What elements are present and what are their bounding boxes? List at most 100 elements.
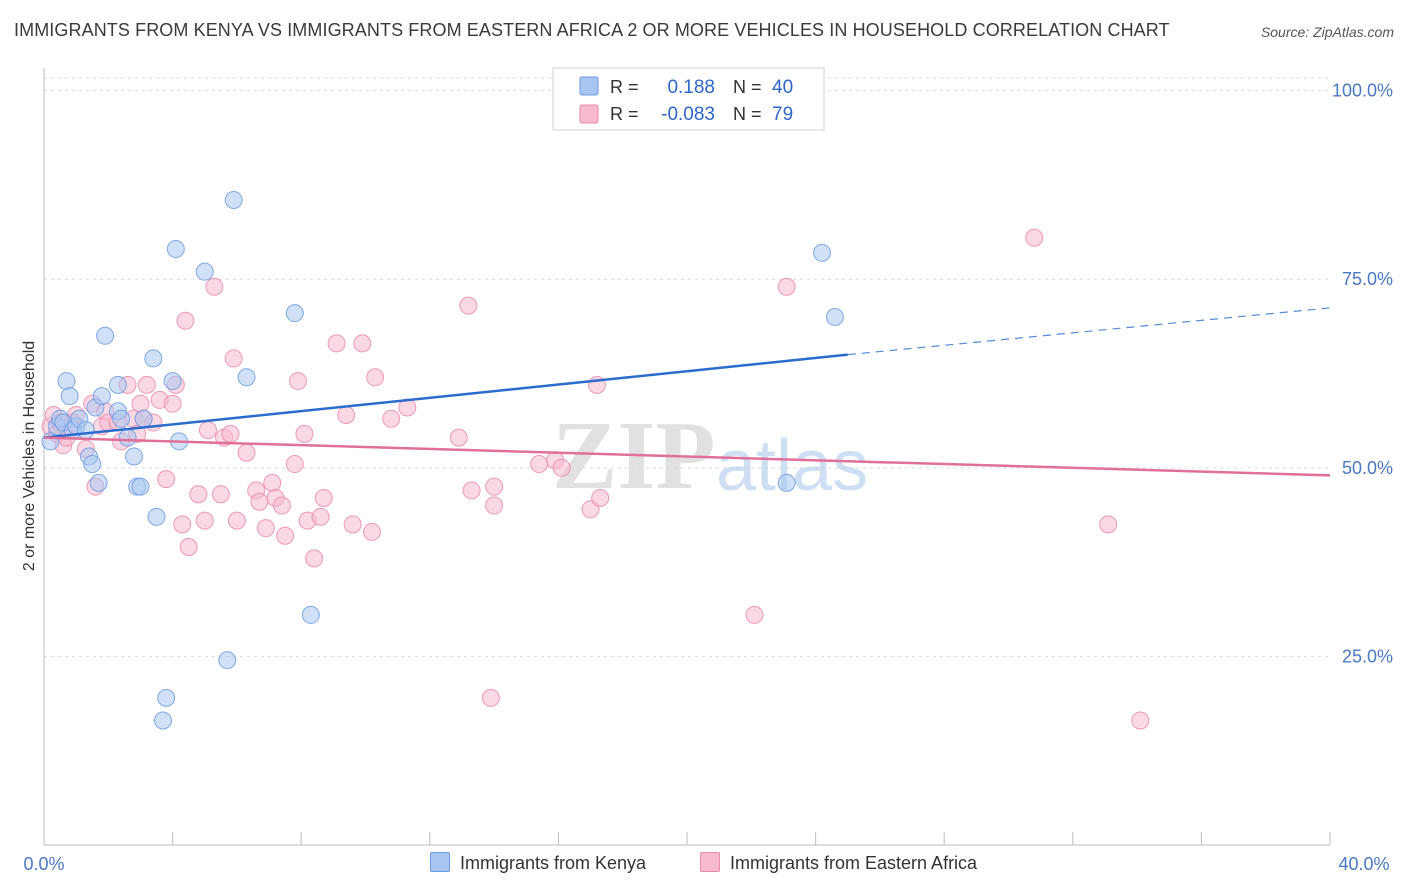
africa-point-67 <box>485 477 504 496</box>
kenya-point-34 <box>237 368 256 387</box>
africa-point-48 <box>288 372 307 391</box>
kenya-point-11 <box>83 455 102 474</box>
legend-swatch-africa <box>579 104 599 124</box>
africa-point-52 <box>311 507 330 526</box>
legend-n-label-africa: N = <box>733 104 762 124</box>
africa-point-24 <box>157 470 176 489</box>
africa-point-65 <box>481 688 500 707</box>
grid <box>44 77 1330 657</box>
kenya-point-35 <box>285 304 304 323</box>
x-tick-label-min: 0.0% <box>23 854 64 874</box>
africa-point-43 <box>263 473 282 492</box>
legend-r-label-africa: R = <box>610 104 639 124</box>
africa-point-19 <box>131 394 150 413</box>
africa-point-59 <box>366 368 385 387</box>
legend-n-label-kenya: N = <box>733 77 762 97</box>
africa-point-28 <box>176 311 195 330</box>
africa-point-21 <box>137 375 156 394</box>
y-tick-label-3: 100.0% <box>1332 81 1393 101</box>
africa-point-57 <box>353 334 372 353</box>
africa-point-58 <box>362 522 381 541</box>
bottom-legend-africa: Immigrants from Eastern Africa <box>700 852 977 874</box>
kenya-point-37 <box>777 473 796 492</box>
y-tick-label-0: 25.0% <box>1342 646 1393 666</box>
kenya-point-28 <box>163 372 182 391</box>
africa-point-78 <box>1131 711 1150 730</box>
africa-point-54 <box>327 334 346 353</box>
kenya-point-22 <box>131 477 150 496</box>
kenya-point-33 <box>224 191 243 210</box>
kenya-point-9 <box>76 421 95 440</box>
y-tick-label-1: 50.0% <box>1342 458 1393 478</box>
africa-point-45 <box>272 496 291 515</box>
x-ticks <box>172 832 1331 845</box>
kenya-point-24 <box>144 349 163 368</box>
africa-point-39 <box>237 443 256 462</box>
africa-point-68 <box>530 455 549 474</box>
africa-point-53 <box>314 488 333 507</box>
bottom-legend-swatch-kenya <box>430 852 450 872</box>
africa-point-33 <box>205 277 224 296</box>
kenya-point-23 <box>134 409 153 428</box>
africa-point-62 <box>449 428 468 447</box>
kenya-point-29 <box>166 240 185 259</box>
africa-point-66 <box>485 496 504 515</box>
legend-n-value-kenya: 40 <box>772 77 793 98</box>
africa-point-34 <box>211 485 230 504</box>
africa-point-76 <box>1025 228 1044 247</box>
kenya-point-15 <box>92 387 111 406</box>
trend-line-kenya <box>43 353 848 439</box>
africa-point-73 <box>591 488 610 507</box>
kenya-point-39 <box>825 307 844 326</box>
kenya-point-17 <box>108 375 127 394</box>
africa-point-56 <box>343 515 362 534</box>
kenya-point-5 <box>60 387 79 406</box>
legend-r-label-kenya: R = <box>610 77 639 97</box>
legend-swatch-kenya <box>579 76 599 96</box>
kenya-point-4 <box>57 372 76 391</box>
bottom-legend-label-kenya: Immigrants from Kenya <box>460 853 647 873</box>
kenya-point-38 <box>813 243 832 262</box>
africa-point-31 <box>195 511 214 530</box>
watermark-atlas: atlas <box>716 426 868 506</box>
africa-point-51 <box>305 549 324 568</box>
africa-point-29 <box>179 538 198 557</box>
bottom-legend-label-africa: Immigrants from Eastern Africa <box>730 853 978 873</box>
africa-point-74 <box>745 605 764 624</box>
africa-point-27 <box>173 515 192 534</box>
kenya-point-26 <box>153 711 172 730</box>
kenya-point-18 <box>112 409 131 428</box>
trend-line-kenya-extension <box>847 307 1331 356</box>
legend-n-value-africa: 79 <box>772 104 793 125</box>
africa-point-75 <box>777 277 796 296</box>
africa-point-25 <box>163 394 182 413</box>
africa-point-30 <box>189 485 208 504</box>
x-tick-label-max: 40.0% <box>1338 854 1389 874</box>
kenya-point-32 <box>218 651 237 670</box>
africa-point-47 <box>285 455 304 474</box>
y-tick-label-2: 75.0% <box>1342 269 1393 289</box>
africa-point-63 <box>459 296 478 315</box>
kenya-point-27 <box>157 688 176 707</box>
kenya-point-13 <box>89 473 108 492</box>
kenya-point-19 <box>118 428 137 447</box>
kenya-point-20 <box>125 447 144 466</box>
kenya-point-25 <box>147 507 166 526</box>
africa-point-49 <box>295 424 314 443</box>
africa-point-41 <box>250 492 269 511</box>
africa-point-38 <box>227 511 246 530</box>
kenya-point-14 <box>96 326 115 345</box>
africa-point-37 <box>224 349 243 368</box>
stats-legend: R = 0.188 N = 40 R = -0.083 N = 79 <box>552 67 825 131</box>
africa-point-32 <box>198 421 217 440</box>
series-kenya <box>41 191 844 730</box>
africa-point-42 <box>256 519 275 538</box>
bottom-legend-swatch-africa <box>700 852 720 872</box>
y-axis-label: 2 or more Vehicles in Household <box>21 341 38 571</box>
bottom-legend-kenya: Immigrants from Kenya <box>430 852 646 874</box>
africa-point-60 <box>382 409 401 428</box>
trend-lines <box>43 307 1331 477</box>
africa-point-36 <box>221 424 240 443</box>
legend-r-value-africa: -0.083 <box>661 104 715 125</box>
